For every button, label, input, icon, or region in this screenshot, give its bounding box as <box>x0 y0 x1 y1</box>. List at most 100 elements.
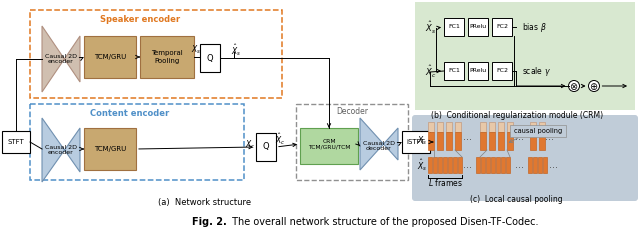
Bar <box>486 157 490 173</box>
Bar <box>433 157 437 173</box>
Bar <box>300 128 358 164</box>
Text: FC2: FC2 <box>496 69 508 73</box>
Bar <box>489 132 495 150</box>
Bar <box>528 157 532 173</box>
Polygon shape <box>42 118 80 182</box>
Bar <box>501 157 505 173</box>
Text: STFT: STFT <box>8 139 24 145</box>
Text: (b)  Conditional regularization module (CRM): (b) Conditional regularization module (C… <box>431 111 603 121</box>
Text: ...: ... <box>550 160 559 170</box>
Text: TCM/GRU: TCM/GRU <box>94 146 126 152</box>
Bar <box>428 157 432 173</box>
Bar <box>468 18 488 36</box>
Text: iSTFT: iSTFT <box>406 139 426 145</box>
Bar <box>455 122 461 132</box>
Text: FC2: FC2 <box>496 25 508 29</box>
Text: $\otimes$: $\otimes$ <box>570 80 579 91</box>
Text: ...: ... <box>515 160 524 170</box>
Bar <box>530 122 536 132</box>
Text: $\hat{X}_c$: $\hat{X}_c$ <box>275 131 285 147</box>
Text: ...: ... <box>463 132 472 142</box>
Bar <box>492 18 512 36</box>
Text: Q: Q <box>207 54 213 62</box>
Text: FC1: FC1 <box>448 69 460 73</box>
Text: scale $\gamma$: scale $\gamma$ <box>522 65 550 77</box>
Text: $\oplus$: $\oplus$ <box>589 80 598 91</box>
Text: ...: ... <box>515 132 524 142</box>
Bar <box>480 132 486 150</box>
Text: The overall network structure of the proposed Disen-TF-Codec.: The overall network structure of the pro… <box>229 217 538 227</box>
Text: TCM/GRU: TCM/GRU <box>94 54 126 60</box>
Bar <box>492 62 512 80</box>
Text: FC1: FC1 <box>448 25 460 29</box>
Text: Causal 2D
encoder: Causal 2D encoder <box>45 145 77 155</box>
Bar <box>496 157 500 173</box>
Bar <box>444 62 464 80</box>
Bar <box>2 131 30 153</box>
Bar <box>30 10 282 98</box>
Bar <box>489 122 495 132</box>
Text: ...: ... <box>463 160 472 170</box>
Text: $L$ frames: $L$ frames <box>428 178 463 189</box>
Text: Fig. 2.: Fig. 2. <box>192 217 227 227</box>
Bar <box>491 157 495 173</box>
Bar <box>455 132 461 150</box>
Circle shape <box>568 80 579 91</box>
Bar <box>437 122 443 132</box>
Text: Temporal
Pooling: Temporal Pooling <box>151 51 183 63</box>
Bar <box>510 125 566 137</box>
Bar <box>84 36 136 78</box>
Text: Q: Q <box>262 143 269 151</box>
Text: $\hat{X}_s$: $\hat{X}_s$ <box>231 42 241 58</box>
Bar <box>538 157 542 173</box>
Bar <box>428 122 434 132</box>
Text: Decoder: Decoder <box>336 107 368 117</box>
Bar <box>506 157 510 173</box>
Bar <box>443 157 447 173</box>
Bar <box>458 157 462 173</box>
Bar <box>533 157 537 173</box>
Bar <box>256 133 276 161</box>
Text: $\hat{X}_s$: $\hat{X}_s$ <box>425 20 436 36</box>
Text: PRelu: PRelu <box>469 69 486 73</box>
Bar <box>507 132 513 150</box>
Bar <box>468 62 488 80</box>
Text: causal pooling: causal pooling <box>514 128 562 134</box>
Bar <box>476 157 480 173</box>
Bar <box>428 132 434 150</box>
Polygon shape <box>42 26 80 92</box>
FancyBboxPatch shape <box>412 115 638 201</box>
Bar <box>539 132 545 150</box>
Bar <box>402 131 430 153</box>
Bar <box>507 122 513 132</box>
Circle shape <box>589 80 600 91</box>
Text: CRM
TCM/GRU/TCM: CRM TCM/GRU/TCM <box>308 139 350 149</box>
Text: $X_s$: $X_s$ <box>191 44 201 56</box>
Text: $X_c$: $X_c$ <box>244 139 255 151</box>
Bar <box>415 2 635 110</box>
Bar <box>498 122 504 132</box>
Bar <box>30 104 244 180</box>
Text: (a)  Network structure: (a) Network structure <box>159 197 252 206</box>
Bar <box>444 18 464 36</box>
Text: (c)  Local causal pooling: (c) Local causal pooling <box>470 195 563 205</box>
Text: Causal 2D
decoder: Causal 2D decoder <box>363 141 395 151</box>
Bar <box>453 157 457 173</box>
Bar <box>200 44 220 72</box>
Text: bias $\beta$: bias $\beta$ <box>522 21 547 33</box>
Text: ...: ... <box>545 132 554 142</box>
Bar <box>539 122 545 132</box>
Text: $X_s$: $X_s$ <box>417 135 427 147</box>
Bar <box>446 132 452 150</box>
Bar <box>543 157 547 173</box>
Bar <box>296 104 408 180</box>
Bar <box>480 122 486 132</box>
Bar <box>84 128 136 170</box>
Text: Causal 2D
encoder: Causal 2D encoder <box>45 54 77 64</box>
Text: Content encoder: Content encoder <box>90 110 170 118</box>
Bar <box>448 157 452 173</box>
Bar <box>446 122 452 132</box>
Bar <box>140 36 194 78</box>
Bar <box>437 132 443 150</box>
Bar <box>530 132 536 150</box>
